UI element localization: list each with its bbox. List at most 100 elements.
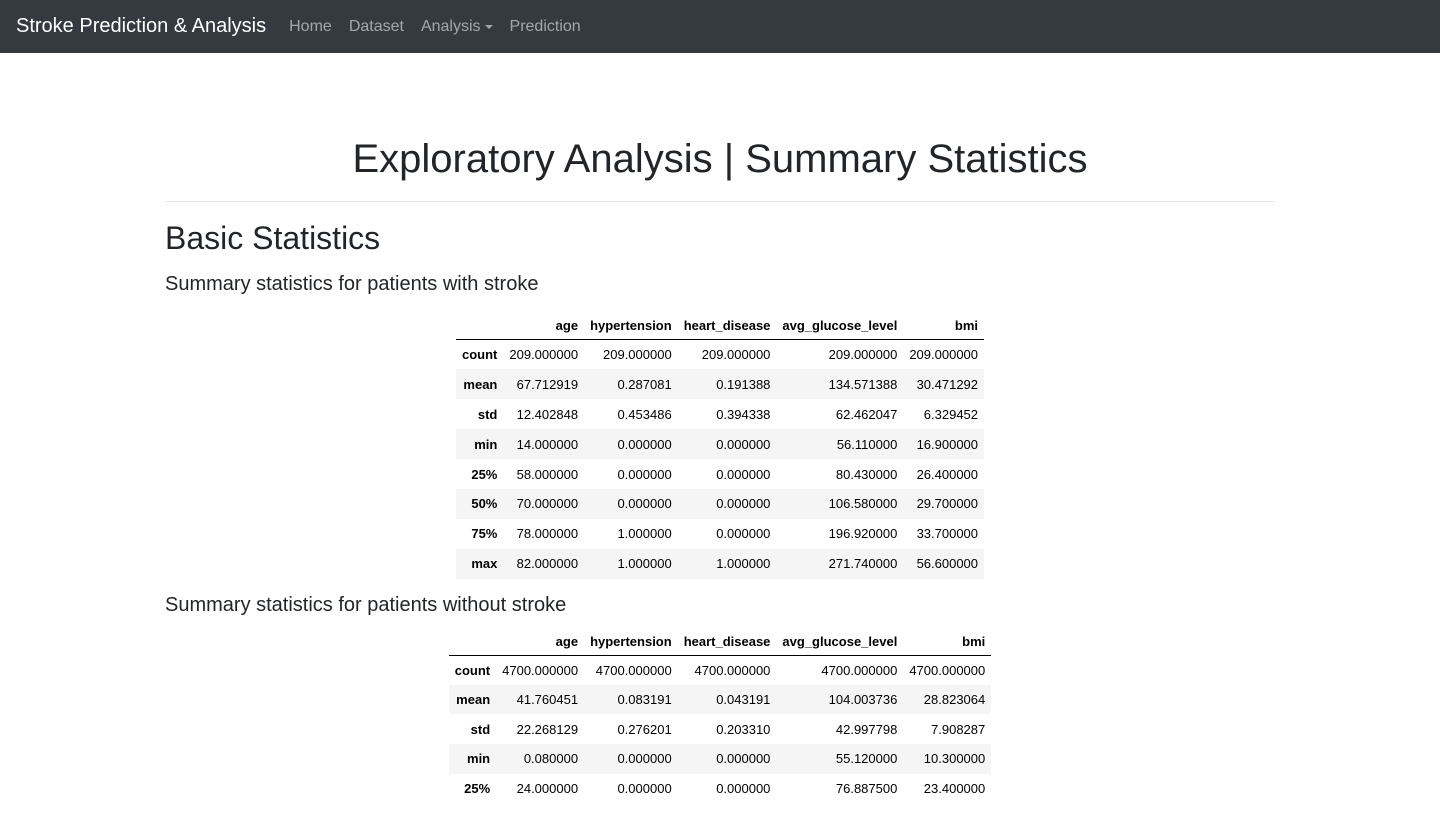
table-cell: 209.000000 <box>603 347 672 363</box>
table-row: max 82.000000 1.000000 1.000000 271.740000 56… <box>455 548 985 579</box>
table-cell: 58.000000 <box>516 466 579 482</box>
table-cell: 0.000000 <box>716 466 771 482</box>
table-cell: 6.329452 <box>923 406 979 422</box>
table-cell: 1.000000 <box>617 526 672 542</box>
row-label-cell: std <box>477 406 498 422</box>
table-cell: 209.000000 <box>509 347 579 363</box>
no-stroke-summary-table: age hypertension heart_disease avg_glucose_… <box>448 628 992 804</box>
column-header-avg-glucose-level: avg_glucose_level <box>776 628 904 656</box>
row-label-cell: 75% <box>471 526 498 542</box>
table-cell: 4700.000000 <box>502 662 579 678</box>
no-stroke-table-caption: Summary statistics for patients without … <box>165 593 567 616</box>
column-header-age: age <box>496 628 585 656</box>
row-label-cell: std <box>470 721 491 737</box>
table-cell: 0.000000 <box>617 751 672 767</box>
stroke-table-caption: Summary statistics for patients with str… <box>165 273 539 295</box>
table-cell: 0.000000 <box>716 436 771 452</box>
nav-link-dataset[interactable]: Dataset <box>348 17 404 35</box>
table-row: 50% 70.000000 0.000000 0.000000 106.580000 29… <box>455 488 985 519</box>
table-cell: 4700.000000 <box>821 662 898 678</box>
row-label-cell: count <box>454 662 491 678</box>
table-cell: 134.571388 <box>828 376 898 392</box>
row-label-cell: max <box>471 556 498 572</box>
top-navbar: Stroke Prediction & Analysis Home Datase… <box>0 0 1440 53</box>
table-header: age hypertension heart_disease avg_glucose_… <box>448 628 992 656</box>
table-cell: 28.823064 <box>923 692 986 708</box>
table-row: 25% 24.000000 0.000000 0.000000 76.887500 23.… <box>449 774 992 804</box>
table-row: 25% 58.000000 0.000000 0.000000 80.430000 26.… <box>456 459 984 489</box>
row-label-cell: mean <box>463 376 498 392</box>
main-content: Exploratory Analysis | Summary Statistic… <box>165 53 1275 803</box>
table-header: age hypertension heart_disease avg_glucose_… <box>455 311 985 340</box>
table-cell: 22.268129 <box>516 721 579 737</box>
table-row: std 22.268129 0.276201 0.203310 42.997798 7.9… <box>449 714 992 744</box>
table-cell: 30.471292 <box>916 376 979 392</box>
table-cell: 78.000000 <box>516 526 579 542</box>
table-cell: 0.000000 <box>617 780 672 796</box>
table-cell: 12.402848 <box>516 406 579 422</box>
column-header-hypertension: hypertension <box>584 628 678 656</box>
column-header-heart-disease: heart_disease <box>677 628 777 656</box>
column-header-avg-glucose-level: avg_glucose_level <box>776 311 904 340</box>
table-cell: 4700.000000 <box>595 662 672 678</box>
table-cell: 0.000000 <box>617 496 672 512</box>
table-cell: 1.000000 <box>617 556 672 572</box>
table-cell: 24.000000 <box>516 780 579 796</box>
nav-link-home[interactable]: Home <box>289 17 332 35</box>
nav-link-prediction[interactable]: Prediction <box>509 17 581 35</box>
table-cell: 196.920000 <box>828 526 898 542</box>
table-cell: 104.003736 <box>828 692 898 708</box>
caret-down-icon <box>484 24 493 29</box>
table-cell: 0.000000 <box>716 526 771 542</box>
table-cell: 0.203310 <box>716 721 771 737</box>
navbar-brand[interactable]: Stroke Prediction & Analysis <box>16 15 267 37</box>
table-cell: 0.000000 <box>716 496 771 512</box>
table-cell: 106.580000 <box>828 496 898 512</box>
stroke-summary-table: age hypertension heart_disease avg_glucose_… <box>455 311 985 579</box>
table-cell: 0.191388 <box>716 376 771 392</box>
row-label-cell: mean <box>456 692 491 708</box>
column-header-age: age <box>503 311 585 340</box>
table-cell: 209.000000 <box>909 347 979 363</box>
index-header-cell <box>448 628 497 656</box>
index-header-cell <box>455 311 504 340</box>
column-header-heart-disease: heart_disease <box>677 311 777 340</box>
table-body: count 209.000000 209.000000 209.000000 209.0… <box>455 340 985 579</box>
table-row: mean 67.712919 0.287081 0.191388 134.571388 3… <box>455 369 985 400</box>
nav-link-analysis-label: Analysis <box>420 17 481 35</box>
table-cell: 1.000000 <box>716 556 771 572</box>
table-cell: 0.000000 <box>716 751 771 767</box>
table-cell: 62.462047 <box>835 406 898 422</box>
table-row: std 12.402848 0.453486 0.394338 62.462047 6.3… <box>456 399 984 429</box>
table-cell: 33.700000 <box>916 526 979 542</box>
table-row: mean 41.760451 0.083191 0.043191 104.003736 2… <box>448 684 992 715</box>
table-cell: 23.400000 <box>923 780 986 796</box>
table-cell: 0.000000 <box>617 436 672 452</box>
table-cell: 209.000000 <box>701 347 771 363</box>
table-cell: 0.453486 <box>617 406 672 422</box>
nav-link-analysis-dropdown[interactable]: Analysis <box>421 18 493 36</box>
table-cell: 42.997798 <box>835 721 898 737</box>
row-label-cell: 25% <box>464 780 491 796</box>
table-cell: 4700.000000 <box>694 662 771 678</box>
row-label-cell: min <box>467 751 491 767</box>
column-header-hypertension: hypertension <box>584 311 678 340</box>
table-cell: 80.430000 <box>835 466 898 482</box>
table-cell: 26.400000 <box>916 466 979 482</box>
table-cell: 209.000000 <box>828 347 898 363</box>
table-cell: 271.740000 <box>828 556 898 572</box>
table-cell: 0.080000 <box>523 751 579 767</box>
column-header-bmi: bmi <box>903 628 992 656</box>
table-cell: 0.000000 <box>716 780 771 796</box>
table-cell: 0.394338 <box>716 406 771 422</box>
no-stroke-table-wrapper: age hypertension heart_disease avg_glucose_… <box>165 617 1275 803</box>
row-label-cell: 25% <box>471 466 498 482</box>
row-label-cell: min <box>474 436 498 452</box>
table-cell: 10.300000 <box>923 751 986 767</box>
table-cell: 0.000000 <box>617 466 672 482</box>
table-row: count 4700.000000 4700.000000 4700.000000 47… <box>449 655 992 685</box>
column-header-bmi: bmi <box>903 311 985 340</box>
table-cell: 67.712919 <box>516 376 579 392</box>
table-cell: 0.083191 <box>617 692 672 708</box>
table-cell: 82.000000 <box>516 556 579 572</box>
